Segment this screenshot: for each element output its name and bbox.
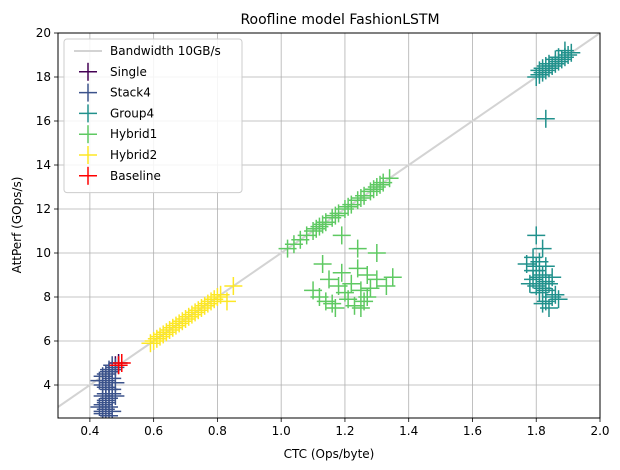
- data-point: [278, 239, 297, 258]
- x-tick-label: 1.8: [527, 424, 546, 438]
- legend-marker: [79, 166, 97, 185]
- data-point: [527, 226, 546, 245]
- data-point: [332, 263, 351, 282]
- legend-label: Hybrid1: [110, 127, 157, 141]
- legend-label: Baseline: [110, 169, 161, 183]
- legend-label: Stack4: [110, 86, 151, 100]
- legend-label: Group4: [110, 106, 154, 120]
- y-tick-label: 14: [36, 158, 51, 172]
- y-tick-label: 16: [36, 114, 51, 128]
- data-point: [371, 175, 390, 194]
- data-point: [351, 299, 370, 317]
- data-point: [533, 239, 552, 258]
- data-point: [326, 299, 345, 317]
- series-baseline: [109, 354, 131, 375]
- data-point: [549, 48, 568, 67]
- data-point: [103, 384, 122, 403]
- data-point: [546, 285, 565, 304]
- data-point: [326, 206, 345, 225]
- data-point: [348, 259, 367, 278]
- data-point: [342, 274, 361, 293]
- data-point: [367, 270, 386, 289]
- data-point: [332, 226, 351, 245]
- x-tick-label: 0.8: [208, 424, 227, 438]
- data-point: [536, 292, 555, 311]
- x-tick-label: 1.6: [463, 424, 482, 438]
- data-point: [348, 239, 367, 258]
- data-point: [533, 279, 552, 298]
- y-tick-label: 20: [36, 26, 51, 40]
- data-point: [339, 197, 358, 216]
- tick-labels: 0.4 0.6 0.8 1.0 1.2 1.4 1.6 1.8 2.0 4 6 8 10 12 14 16 18…: [36, 26, 610, 438]
- data-point: [323, 294, 342, 313]
- legend-marker: [79, 146, 97, 164]
- y-tick-label: 8: [43, 290, 51, 304]
- data-point: [559, 46, 578, 64]
- plot-frame: [57, 32, 601, 419]
- x-axis-label: CTC (Ops/byte): [284, 447, 375, 461]
- y-tick-label: 10: [36, 246, 51, 260]
- y-tick-label: 4: [43, 378, 51, 392]
- data-point: [527, 257, 546, 276]
- data-point: [536, 109, 555, 128]
- data-point: [313, 255, 332, 273]
- data-point: [367, 244, 386, 262]
- data-point: [313, 215, 332, 234]
- legend-marker: [79, 125, 97, 144]
- data-point: [320, 270, 338, 289]
- y-axis-label: AttPerf (GOps/s): [10, 177, 24, 274]
- data-point: [383, 268, 402, 287]
- data-point: [100, 380, 119, 399]
- data-point: [358, 288, 377, 306]
- legend-label: Single: [110, 65, 147, 79]
- x-tick-label: 1.0: [272, 424, 291, 438]
- series-hybrid2: [141, 277, 243, 353]
- y-tick-label: 18: [36, 70, 51, 84]
- legend-marker: [79, 104, 97, 123]
- data-point: [380, 169, 399, 188]
- data-point: [109, 356, 128, 375]
- data-point: [530, 61, 549, 80]
- series-group4: [517, 41, 581, 317]
- data-point: [217, 292, 236, 311]
- data-point: [90, 398, 109, 416]
- data-point: [543, 268, 562, 287]
- legend-label: Bandwidth 10GB/s: [110, 44, 221, 58]
- legend-box: [63, 38, 243, 194]
- series-stack4: [90, 356, 128, 418]
- x-tick-label: 2.0: [590, 424, 609, 438]
- data-point: [144, 332, 163, 350]
- data-point: [524, 261, 543, 280]
- data-point: [103, 369, 122, 388]
- x-tick-label: 0.4: [80, 424, 99, 438]
- legend: Bandwidth 10GB/s Single Stack4 Group4 Hybrid…: [63, 38, 243, 194]
- data-point: [549, 290, 568, 309]
- legend-marker: [79, 62, 97, 81]
- data-point: [358, 266, 377, 284]
- legend-marker: [79, 83, 97, 102]
- legend-label: Hybrid2: [110, 148, 157, 162]
- series-hybrid1: [278, 169, 402, 317]
- data-point: [224, 277, 243, 295]
- data-point: [520, 274, 539, 293]
- chart-title: Roofline model FashionLSTM: [240, 12, 439, 28]
- data-point: [112, 354, 131, 372]
- data-point: [304, 281, 323, 300]
- y-tick-label: 12: [36, 202, 51, 216]
- data-point: [93, 402, 112, 418]
- x-tick-label: 1.2: [335, 424, 354, 438]
- data-point: [533, 59, 552, 78]
- bandwidth-line: [58, 33, 600, 408]
- x-tick-label: 1.4: [399, 424, 418, 438]
- x-tick-label: 0.6: [144, 424, 163, 438]
- y-tick-label: 6: [43, 334, 51, 348]
- data-point: [351, 189, 370, 207]
- data-point: [208, 288, 227, 306]
- data-point: [90, 371, 109, 390]
